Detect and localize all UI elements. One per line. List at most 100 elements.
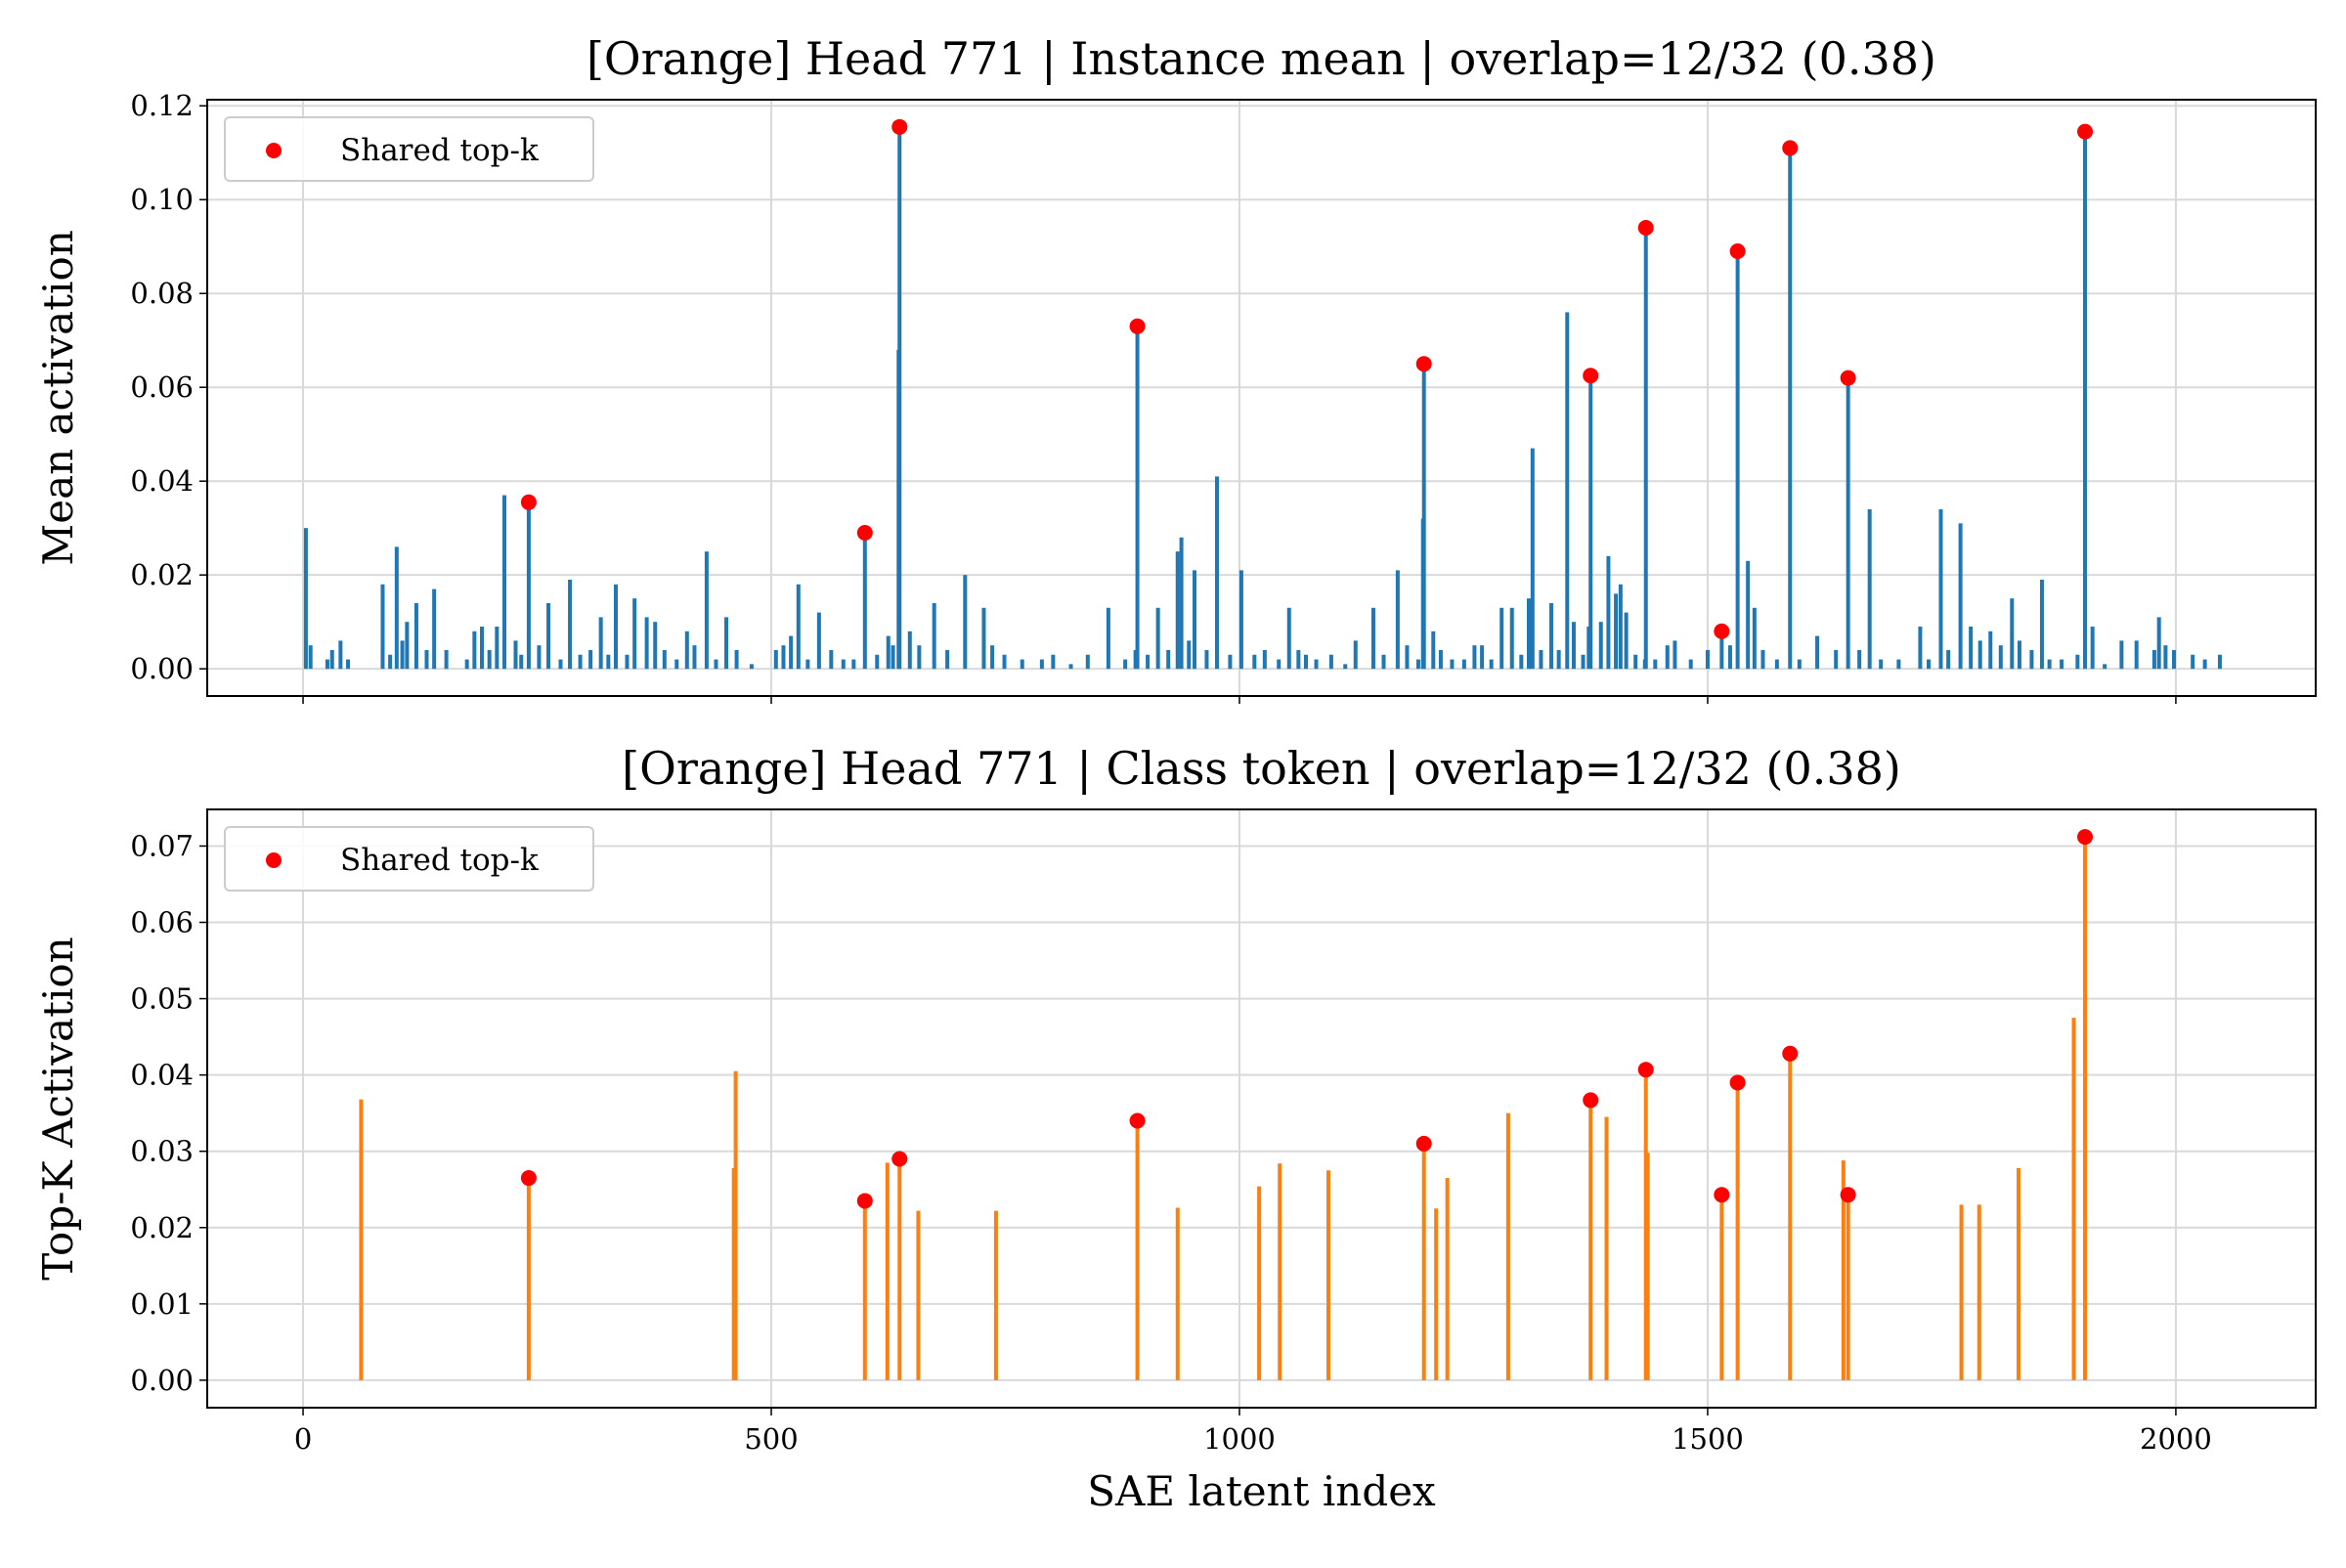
bar <box>537 645 542 670</box>
bar <box>1204 649 1209 670</box>
bar <box>2010 598 2015 670</box>
bar <box>781 645 786 670</box>
bar <box>394 546 399 670</box>
bar <box>1257 1186 1262 1380</box>
bar <box>1175 1207 1180 1380</box>
bar <box>875 654 880 670</box>
bar <box>1539 649 1543 670</box>
y-tick-label: 0.06 <box>130 370 194 404</box>
y-tick-label: 0.06 <box>130 906 194 939</box>
bar <box>1002 654 1007 670</box>
legend-label: Shared top-k <box>340 843 539 878</box>
bar <box>993 1210 998 1380</box>
bar <box>829 649 834 670</box>
bar <box>1530 448 1535 670</box>
bar <box>1286 607 1291 670</box>
bar <box>526 501 531 670</box>
bar <box>917 645 922 670</box>
bar <box>1155 607 1160 670</box>
shared-marker <box>1729 243 1746 260</box>
bar <box>444 649 449 670</box>
bar <box>1370 607 1375 670</box>
bar <box>963 575 968 670</box>
bar <box>2090 626 2095 670</box>
bar <box>1395 570 1400 670</box>
bar <box>816 612 821 670</box>
bar <box>1505 1112 1510 1380</box>
bar <box>546 602 551 670</box>
bar <box>916 1210 921 1380</box>
y-tick-label: 0.02 <box>130 1211 194 1244</box>
bar <box>424 649 429 670</box>
bar <box>1788 1053 1793 1380</box>
bar <box>1262 649 1267 670</box>
bar <box>1252 654 1257 670</box>
bar <box>578 654 583 670</box>
bar <box>1415 659 1420 670</box>
bar <box>1604 1116 1609 1380</box>
shared-marker <box>891 1151 908 1167</box>
bar <box>1946 649 1951 670</box>
bar <box>2172 649 2177 670</box>
bar <box>1846 1195 1850 1380</box>
x-tick-label: 1500 <box>1672 1422 1744 1456</box>
bar <box>1977 1204 1981 1380</box>
bar <box>329 649 334 670</box>
bar <box>2083 837 2088 1380</box>
y-tick-label: 0.00 <box>130 1364 194 1397</box>
bar <box>1051 654 1056 670</box>
x-tick-label: 1000 <box>1203 1422 1276 1456</box>
bar <box>1624 612 1629 670</box>
bar <box>1438 649 1443 670</box>
bar <box>1735 1082 1740 1380</box>
bar <box>1705 649 1710 670</box>
bar <box>1614 593 1619 670</box>
bar <box>1434 1208 1439 1380</box>
bar <box>1688 659 1693 670</box>
bar <box>2217 654 2222 670</box>
bar <box>606 654 611 670</box>
bar <box>1918 626 1923 670</box>
bar <box>885 1162 890 1380</box>
bar <box>1588 1100 1593 1380</box>
bar <box>519 654 524 670</box>
y-tick-label: 0.01 <box>130 1287 194 1321</box>
bar <box>2017 640 2021 670</box>
bar <box>400 640 405 670</box>
y-tick-label: 0.10 <box>130 183 194 216</box>
bar <box>2029 649 2034 670</box>
bar <box>325 659 329 670</box>
bar <box>1277 659 1282 670</box>
shared-marker <box>1583 1092 1599 1109</box>
bar <box>613 584 618 670</box>
bar <box>598 617 603 670</box>
bar <box>862 532 867 670</box>
bar <box>907 631 912 670</box>
bar <box>1841 1160 1846 1380</box>
bar <box>1489 659 1494 670</box>
y-tick-label: 0.08 <box>130 277 194 310</box>
shared-marker <box>1637 220 1654 237</box>
bar <box>2039 579 2044 670</box>
bar <box>625 654 630 670</box>
bar <box>1719 631 1724 670</box>
bar <box>1085 654 1090 670</box>
bar <box>1445 1178 1450 1380</box>
bar <box>692 645 697 670</box>
bar <box>1179 537 1184 670</box>
bar <box>733 1070 738 1380</box>
bar <box>2060 659 2064 670</box>
bar <box>1815 635 1820 670</box>
bar <box>891 645 895 670</box>
chart-title: [Orange] Head 771 | Class token | overla… <box>622 742 1901 795</box>
bar <box>432 588 437 670</box>
bar <box>1969 626 1974 670</box>
shared-marker <box>856 1193 873 1209</box>
bar <box>1556 649 1561 670</box>
x-axis-label: SAE latent index <box>1087 1467 1436 1515</box>
bar <box>1519 654 1524 670</box>
bar <box>1760 649 1765 670</box>
bar <box>1719 1195 1724 1380</box>
bar <box>684 631 689 670</box>
legend-box <box>224 116 594 182</box>
